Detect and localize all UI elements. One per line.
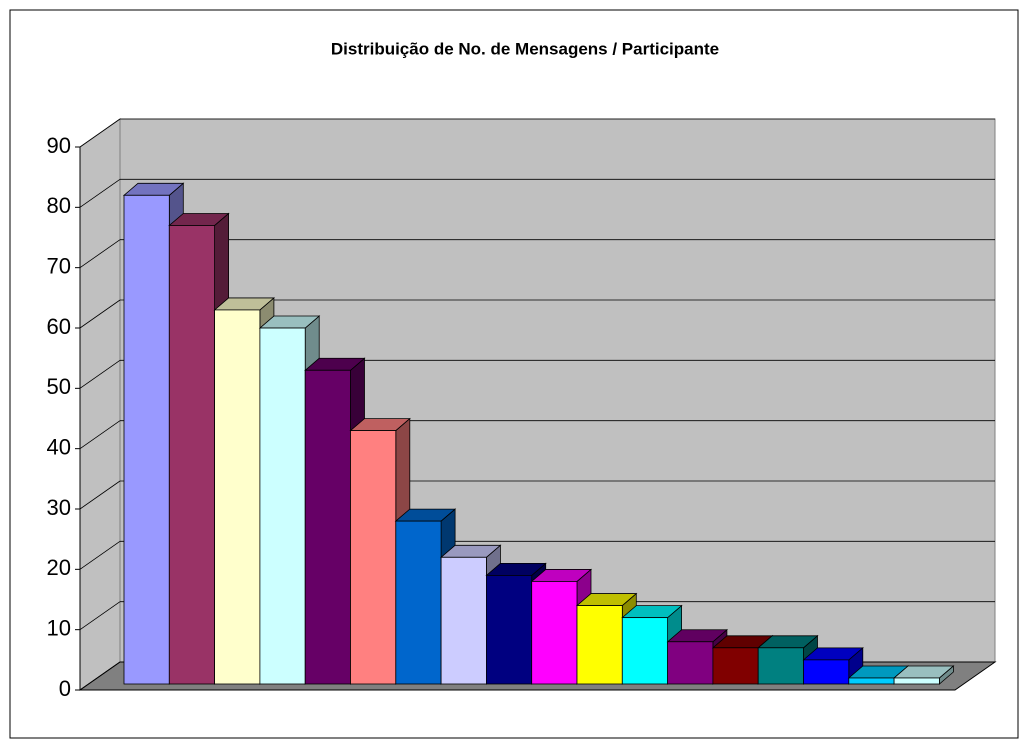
bar: [757, 647, 804, 685]
grid-line: [79, 661, 121, 691]
bar: [848, 677, 895, 685]
grid-line: [79, 118, 121, 148]
bar: [304, 369, 351, 685]
bar: [803, 659, 850, 685]
grid-line: [79, 420, 121, 449]
y-tick-label: 80: [47, 193, 71, 218]
bar: [893, 677, 940, 685]
bar: [712, 647, 759, 685]
grid-line: [79, 299, 121, 329]
bar: [667, 641, 714, 685]
bar: [214, 309, 261, 685]
bar: [350, 430, 397, 685]
y-tick-label: 30: [47, 495, 71, 520]
y-tick-label: 50: [47, 374, 71, 399]
bar: [621, 617, 668, 685]
side-wall: [79, 118, 121, 691]
y-tick-label: 70: [47, 253, 71, 278]
y-tick-label: 10: [47, 615, 71, 640]
bar: [440, 556, 487, 685]
bar: [576, 605, 623, 685]
bar: [259, 327, 306, 685]
y-tick-label: 60: [47, 314, 71, 339]
bar: [485, 575, 533, 685]
chart-title: Distribuição de No. de Mensagens / Parti…: [331, 39, 719, 58]
bar: [123, 194, 170, 685]
y-tick-label: 0: [59, 676, 71, 701]
grid-line: [79, 360, 121, 389]
grid-line: [79, 179, 121, 208]
grid-line: [79, 239, 121, 268]
grid-line: [79, 601, 121, 630]
y-tick-label: 90: [47, 133, 71, 158]
bar: [395, 520, 442, 685]
bar: [531, 581, 578, 685]
grid-line: [79, 480, 121, 510]
grid-line: [79, 541, 121, 570]
y-tick-label: 20: [47, 555, 71, 580]
y-tick-label: 40: [47, 434, 71, 459]
bar: [168, 225, 216, 685]
